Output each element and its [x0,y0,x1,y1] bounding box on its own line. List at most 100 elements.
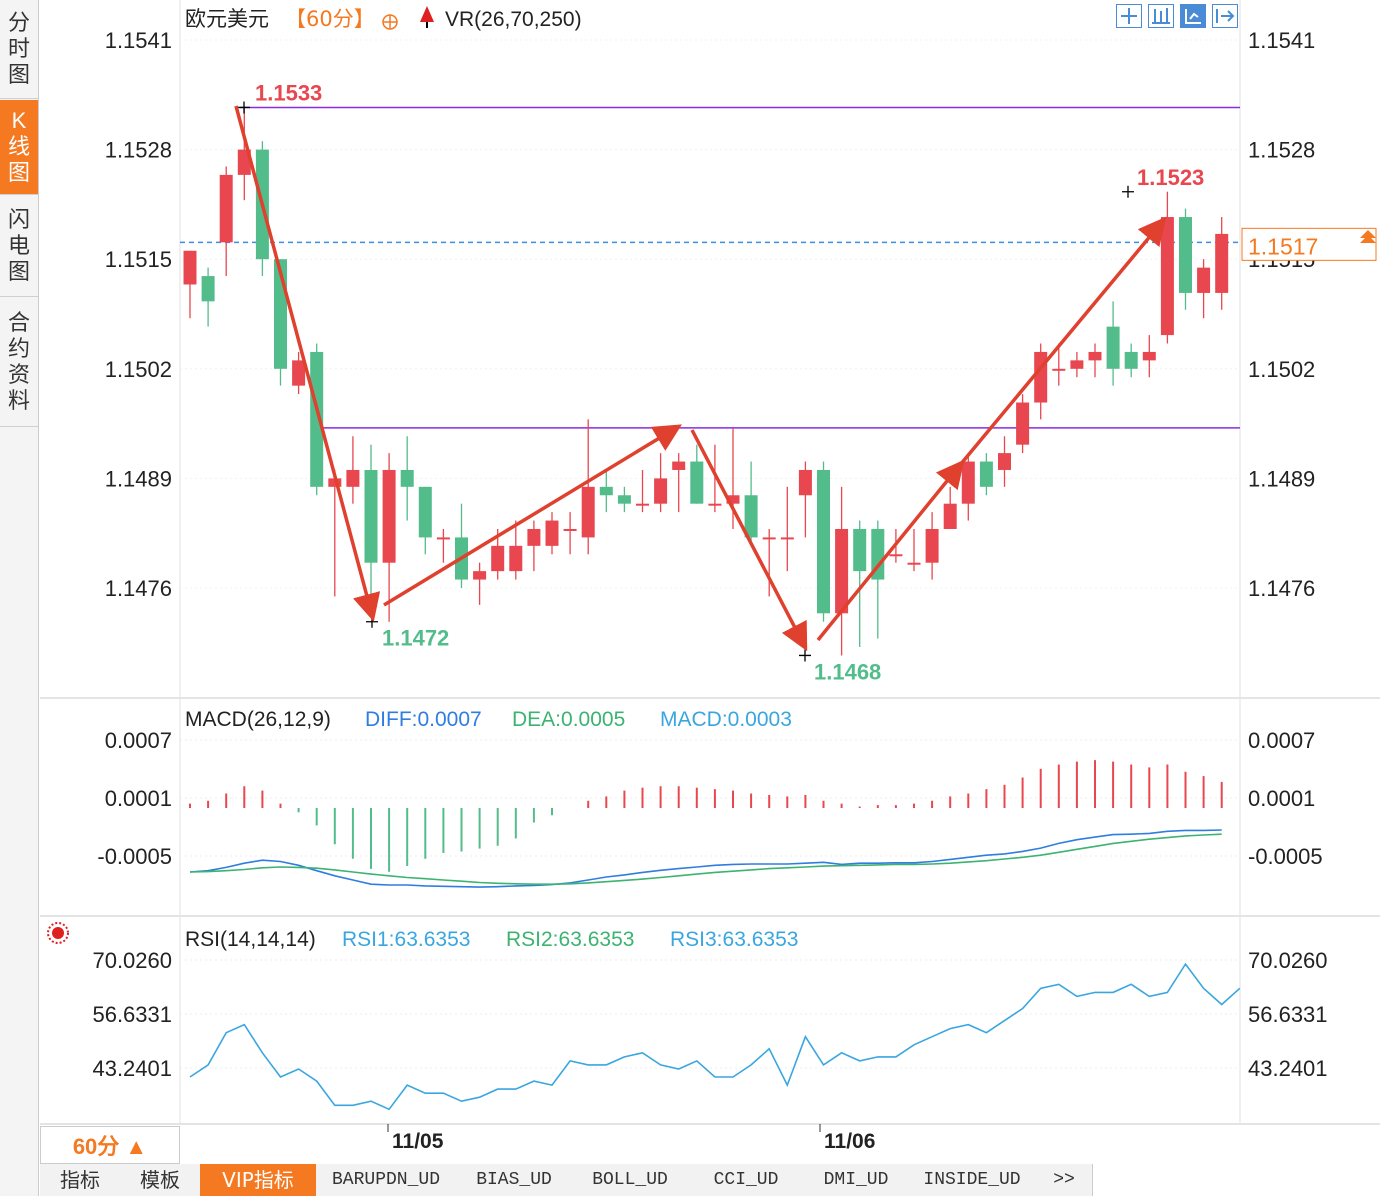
candle-body [1052,368,1066,371]
candle-body [1142,351,1156,361]
y-tick-label: 1.1476 [105,576,172,601]
tab-label: 图 [7,62,30,87]
y-tick-label-right: 43.2401 [1248,1056,1328,1081]
chart-canvas[interactable]: 1.15411.15411.15281.15281.15151.15151.15… [0,0,1380,1164]
indicator-tab-5[interactable]: BOLL_UD [572,1164,689,1196]
candle-body [853,528,867,572]
candle-body [1070,360,1084,369]
y-tick-label: 0.0007 [105,728,172,753]
indicator-tab-1[interactable]: 模板 [120,1164,201,1196]
up-arrow-icon [420,6,434,22]
tab-kline-chart[interactable]: K 线 图 [0,100,38,195]
crosshair-tool-icon[interactable] [1116,4,1142,28]
trend-arrow [234,105,381,622]
candle-body [1160,217,1174,336]
candle-body [436,537,450,540]
candle-body [219,174,233,243]
candle-body [1179,217,1192,293]
x-tick-label: 11/06 [824,1130,875,1153]
candle-body [310,351,324,487]
tab-label: 分 [7,10,30,35]
y-tick-label-right: 1.1489 [1248,466,1315,491]
y-tick-label-right: 0.0001 [1248,786,1315,811]
candle-body [201,276,215,302]
macd-dea-line [189,833,1222,885]
tab-label: 约 [7,336,30,361]
candle-body [708,503,722,506]
candle-body [1197,267,1211,293]
candle-body [382,469,396,563]
candle-body [473,571,487,580]
rsi2-legend: RSI2:63.6353 [506,928,634,951]
candle-body [780,537,794,540]
candle-body [364,469,378,563]
tab-label: 图 [7,259,30,284]
candle-body [798,469,812,496]
y-tick-label-right: 1.1502 [1248,357,1315,382]
tab-label: 电 [7,233,30,258]
rsi1-legend: RSI1:63.6353 [342,928,470,951]
last-price-box [1241,227,1377,261]
tab-label: 闪 [7,207,30,232]
tab-contract-info[interactable]: 合 约 资 料 [0,298,38,427]
candle-body [581,486,595,538]
candle-body [672,461,686,470]
tab-label: 线 [7,134,30,159]
indicator-tab-0[interactable]: 指标 [40,1164,121,1196]
extreme-marker [799,649,811,662]
macd-value-legend: MACD:0.0003 [660,708,792,731]
indicator-tab-2[interactable]: VIP指标 [200,1164,317,1196]
y-tick-label-right: -0.0005 [1248,844,1323,869]
macd-dea-legend: DEA:0.0005 [512,708,625,731]
price-up-arrow-icon [1360,230,1376,243]
candle-body [1088,351,1102,361]
candle-body [961,461,975,504]
expand-right-icon[interactable] [1212,4,1238,28]
candle-body [346,469,360,487]
high-annotation: 1.1533 [255,80,322,105]
candle-body [563,528,577,531]
trend-arrow [958,216,1167,467]
candle-body [183,250,197,285]
tab-label: 图 [7,160,30,185]
indicator-tab-3[interactable]: BARUPDN_UD [316,1164,457,1196]
y-tick-label-right: 0.0007 [1248,728,1315,753]
tab-flash-chart[interactable]: 闪 电 图 [0,196,38,297]
extreme-marker [238,101,250,114]
symbol-title: 欧元美元 [185,7,269,31]
candle-body [690,461,704,504]
trend-arrow [690,429,808,652]
low-annotation: 1.1468 [814,659,881,684]
candle-style-icon[interactable] [1148,4,1174,28]
candle-body [1106,326,1120,369]
trend-arrow [383,424,682,607]
indicator-tab-8[interactable]: INSIDE_UD [908,1164,1037,1196]
last-price-label: 1.1517 [1248,233,1318,259]
candle-body [617,495,631,504]
candle-body [654,478,668,504]
period-label: 【60分】 [285,7,375,31]
candle-body [726,495,740,504]
candle-body [762,537,776,540]
candle-body [925,528,939,563]
indicator-tab-7[interactable]: DMI_UD [804,1164,909,1196]
period-selector-button[interactable]: 60分 ▲ [40,1126,180,1164]
y-tick-label: 1.1515 [105,247,172,272]
tab-timeshare-chart[interactable]: 分 时 图 [0,0,38,99]
candle-body [1016,402,1030,445]
indicator-tab-6[interactable]: CCI_UD [688,1164,805,1196]
rsi-title: RSI(14,14,14) [185,928,316,951]
indicator-tab-9[interactable]: >> [1036,1164,1093,1196]
candle-body [1215,233,1229,293]
trend-arrow [816,459,965,642]
candle-body [636,503,649,506]
y-tick-label: 43.2401 [92,1056,172,1081]
chart-layout-icon[interactable] [1180,4,1206,28]
y-tick-label-right: 1.1541 [1248,28,1315,53]
tab-label: 时 [7,36,30,61]
macd-diff-line [189,829,1222,888]
candle-body [400,469,414,487]
rsi-line [189,962,1241,1111]
indicator-tab-4[interactable]: BIAS_UD [456,1164,573,1196]
